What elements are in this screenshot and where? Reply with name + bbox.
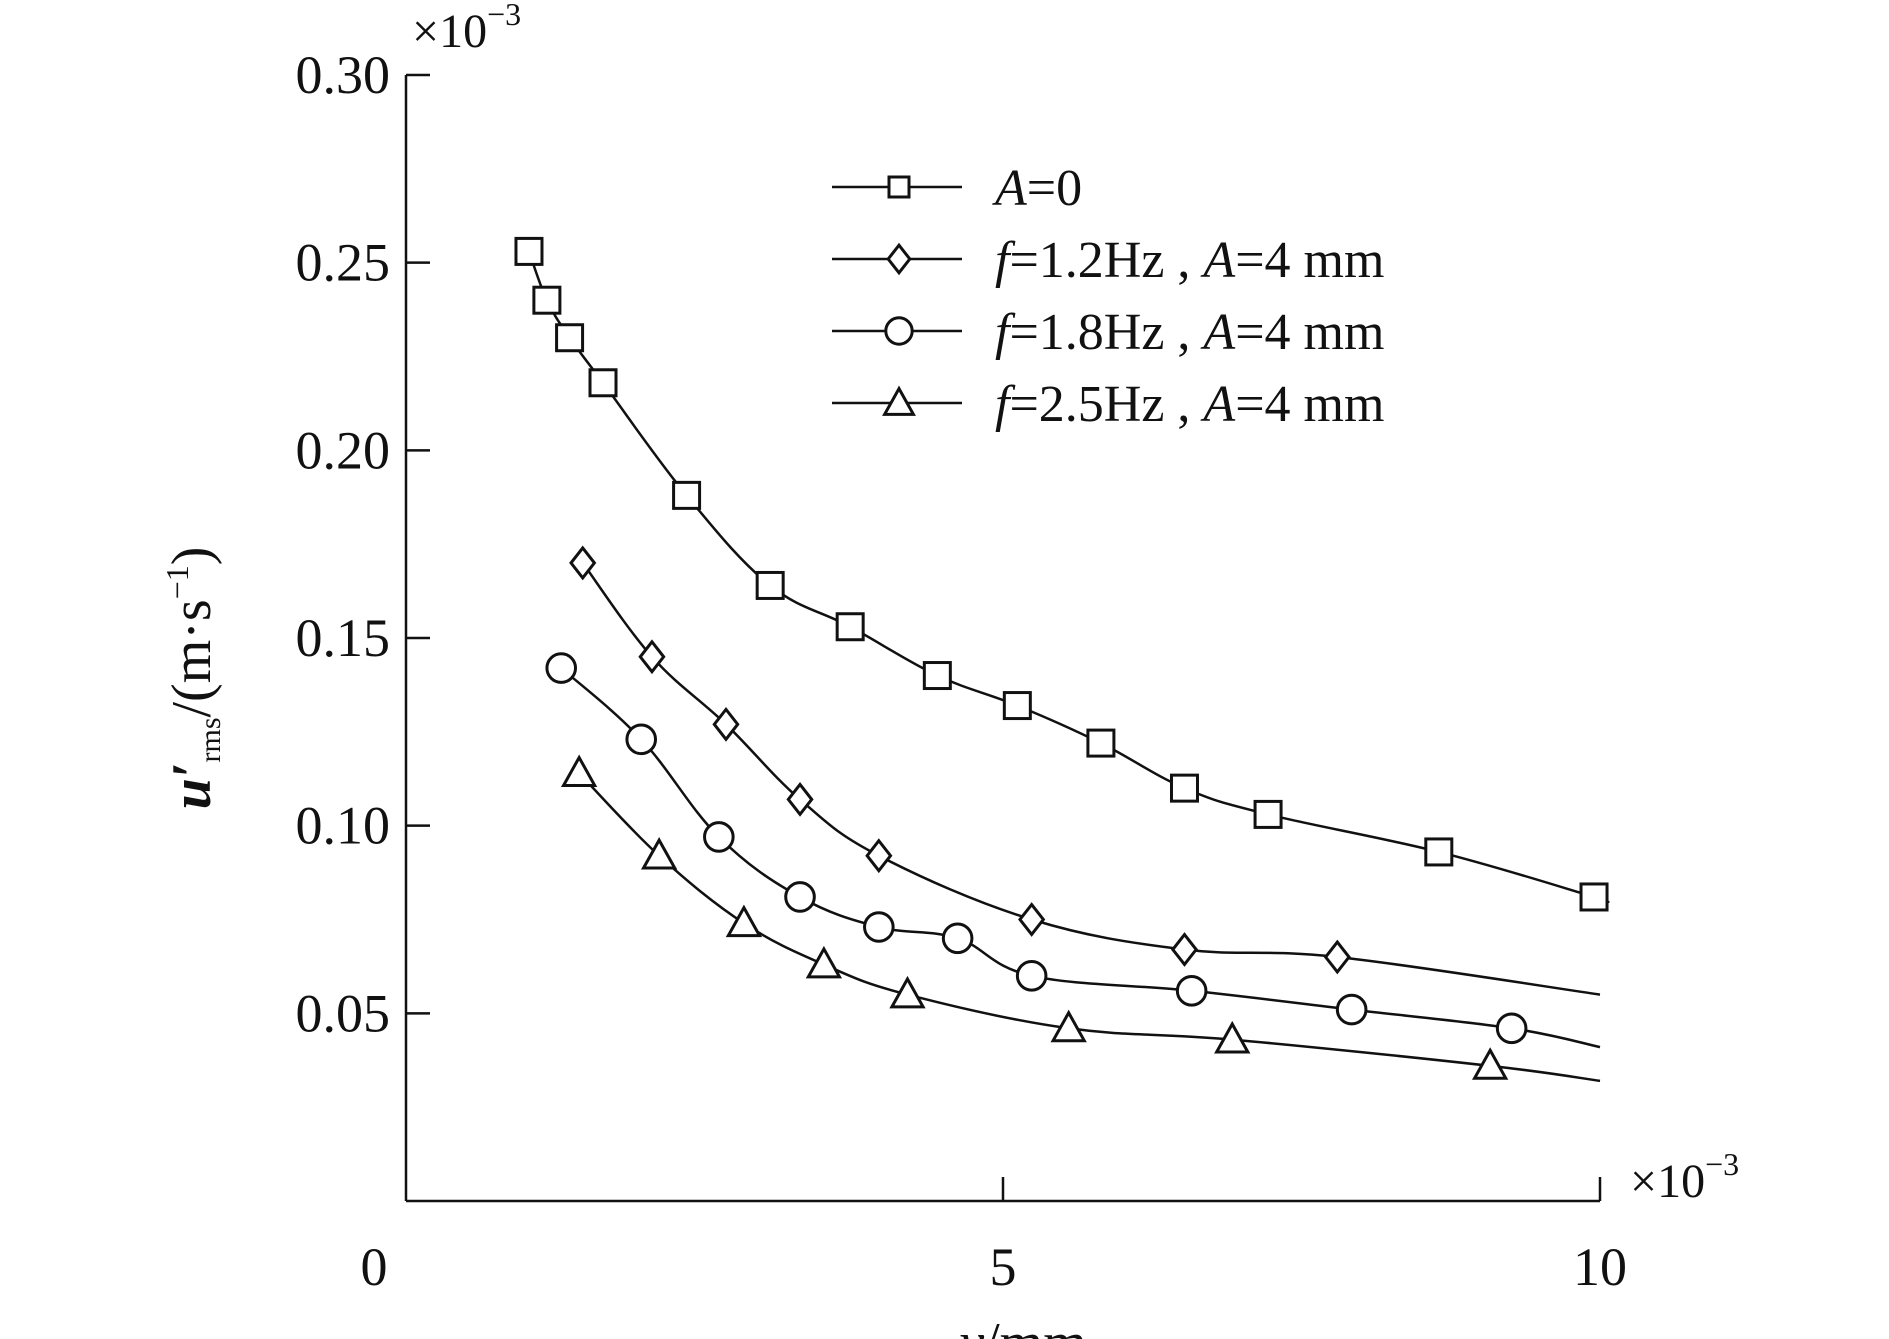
legend-label-triangle: f=2.5Hz , A=4 mm [995, 376, 1384, 433]
data-point-square [555, 323, 585, 353]
data-point-circle [784, 881, 816, 913]
data-point-diamond [712, 706, 740, 742]
legend-marker-triangle [882, 385, 916, 416]
y-tick-label: 0.10 [296, 796, 391, 856]
data-point-square [588, 368, 618, 398]
axes [404, 73, 1602, 1203]
data-point-triangle [725, 904, 763, 938]
legend-marker-square [887, 175, 911, 199]
data-point-circle [1495, 1012, 1528, 1045]
data-point-circle [703, 821, 735, 853]
data-point-square [514, 236, 544, 266]
data-point-square [1169, 773, 1199, 803]
series-markers [514, 236, 1609, 1080]
data-point-circle [1015, 960, 1048, 992]
data-point-square [835, 612, 865, 642]
y-tick-label: 0.15 [296, 608, 391, 668]
x-multiplier: ×10−3 [1630, 1146, 1739, 1208]
data-point-triangle [1471, 1047, 1509, 1080]
y-axis-label: u′rms/(m·s−1) [159, 547, 227, 810]
y-tick-label: 0.30 [296, 45, 391, 105]
data-point-diamond [786, 782, 814, 817]
data-point-diamond [1170, 932, 1199, 967]
data-point-circle [625, 723, 658, 756]
legend: A=0 f=1.2Hz , A=4 mm f=1.8Hz , A=4 mm f=2.5… [832, 160, 1384, 433]
data-point-circle [941, 922, 974, 955]
series-line-triangle [578, 772, 1601, 1083]
legend-marker-circle [884, 316, 914, 346]
legend-label-circle: f=1.8Hz , A=4 mm [995, 304, 1384, 361]
axis-labels: 0 5 10 0.05 0.10 0.15 0.20 0.25 0.30 ×10−3 ×10−3 y/… [159, 0, 1739, 1339]
data-point-square [1086, 728, 1116, 758]
data-point-square [1002, 691, 1032, 721]
data-point-diamond [1323, 939, 1351, 975]
data-point-square [1424, 837, 1454, 867]
data-point-circle [545, 652, 578, 684]
data-point-square [672, 480, 702, 510]
legend-marker-diamond [886, 242, 912, 276]
data-point-square [922, 661, 952, 691]
x-axis-label: y/mm [954, 1312, 1087, 1339]
x-tick-label: 5 [990, 1237, 1017, 1297]
data-point-triangle [1050, 1009, 1087, 1043]
data-point-circle [1335, 993, 1368, 1026]
y-tick-label: 0.05 [296, 983, 391, 1043]
data-point-square [1579, 882, 1609, 912]
data-point-diamond [638, 639, 666, 675]
data-point-triangle [889, 975, 926, 1009]
data-point-triangle [640, 837, 678, 870]
y-tick-label: 0.20 [296, 420, 391, 480]
data-point-diamond [865, 838, 893, 874]
data-point-diamond [1018, 902, 1046, 937]
data-point-triangle [805, 945, 843, 979]
data-point-square [1253, 799, 1283, 829]
data-point-square [755, 570, 785, 600]
data-point-diamond [569, 545, 597, 581]
legend-label-square: A=0 [992, 160, 1082, 217]
y-multiplier: ×10−3 [412, 0, 521, 58]
data-point-triangle [560, 754, 598, 787]
x-tick-label: 10 [1573, 1237, 1627, 1297]
y-tick-label: 0.25 [296, 233, 391, 293]
data-point-triangle [1214, 1020, 1251, 1054]
data-point-circle [863, 911, 895, 943]
data-point-circle [1175, 975, 1208, 1007]
x-tick-label: 0 [361, 1237, 388, 1297]
data-point-square [532, 285, 562, 315]
legend-label-diamond: f=1.2Hz , A=4 mm [995, 232, 1384, 289]
